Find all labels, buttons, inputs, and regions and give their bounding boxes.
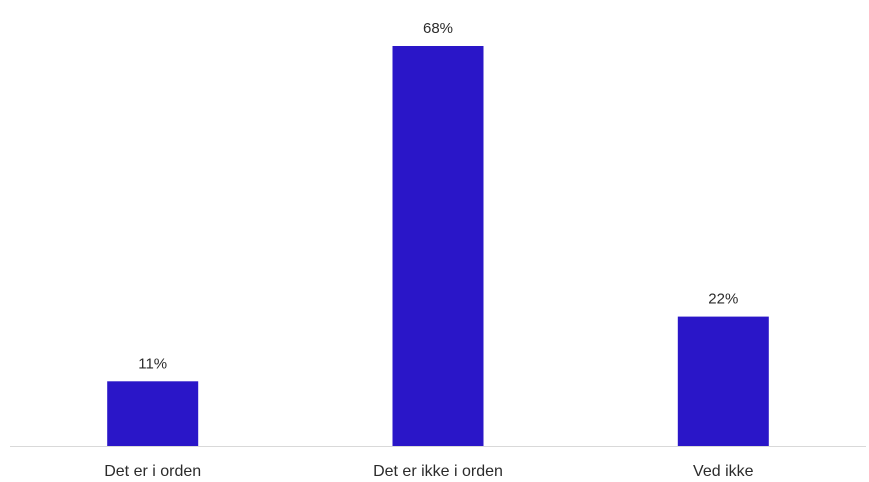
bar-1 [107, 381, 199, 446]
bars-group [107, 46, 769, 446]
value-label-3: 22% [708, 291, 738, 308]
bar-3 [677, 316, 769, 446]
category-label-2: Det er ikke i orden [373, 463, 503, 480]
bar-2 [392, 46, 484, 446]
category-label-3: Ved ikke [693, 463, 754, 480]
value-labels-group: 11% 68% 22% [138, 20, 738, 372]
value-label-1: 11% [138, 355, 167, 372]
category-label-1: Det er i orden [104, 463, 201, 480]
value-label-2: 68% [423, 20, 453, 37]
category-labels-group: Det er i orden Det er ikke i orden Ved ikk… [104, 463, 753, 480]
